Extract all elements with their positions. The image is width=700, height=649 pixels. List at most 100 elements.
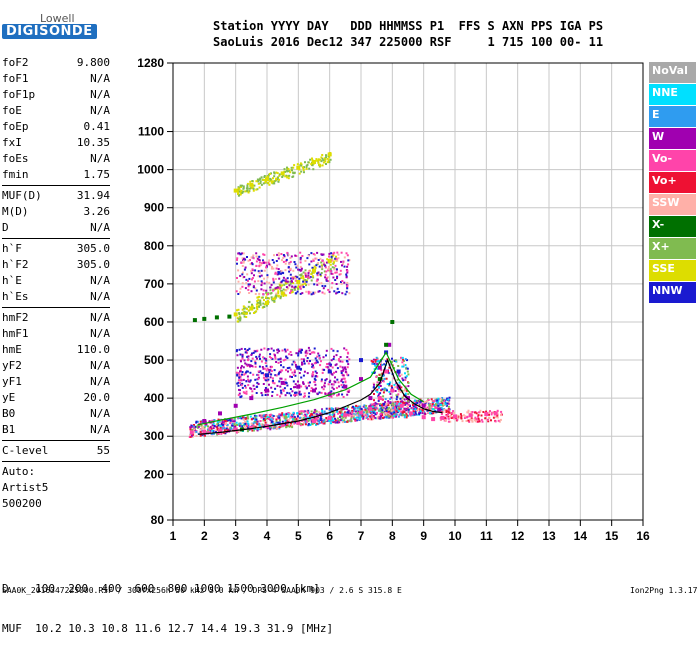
echo-speck bbox=[245, 282, 248, 285]
echo-speck bbox=[389, 381, 392, 384]
echo-speck bbox=[246, 424, 248, 427]
echo-speck bbox=[256, 308, 259, 311]
echo-speck bbox=[312, 259, 315, 262]
echo-speck bbox=[376, 358, 379, 361]
echo-speck bbox=[290, 394, 292, 397]
echo-speck bbox=[369, 415, 371, 418]
echo-speck bbox=[309, 291, 312, 294]
echo-speck bbox=[281, 176, 284, 178]
legend-item-nne: NNE bbox=[649, 84, 696, 105]
echo-speck bbox=[286, 357, 289, 360]
echo-speck bbox=[248, 190, 251, 193]
echo-speck bbox=[289, 257, 292, 259]
echo-speck bbox=[276, 393, 279, 396]
echo-speck bbox=[290, 255, 293, 258]
echo-speck bbox=[376, 391, 379, 394]
echo-speck bbox=[249, 283, 252, 286]
echo-speck bbox=[398, 381, 401, 384]
echo-speck bbox=[346, 356, 349, 359]
echo-speck bbox=[275, 415, 278, 418]
echo-speck bbox=[285, 369, 287, 372]
echo-speck bbox=[396, 401, 399, 404]
echo-speck bbox=[378, 408, 381, 411]
echo-speck bbox=[333, 415, 336, 418]
echo-speck bbox=[332, 393, 335, 396]
echo-speck bbox=[272, 267, 275, 270]
echo-speck bbox=[336, 410, 339, 413]
echo-speck bbox=[325, 279, 328, 282]
echo-speck bbox=[316, 272, 319, 275]
echo-speck bbox=[262, 376, 265, 379]
echo-speck bbox=[268, 383, 270, 386]
echo-speck bbox=[269, 286, 272, 289]
echo-speck bbox=[190, 434, 193, 437]
echo-speck bbox=[332, 262, 335, 265]
echo-speck bbox=[314, 357, 317, 360]
echo-speck bbox=[272, 422, 275, 425]
echo-speck bbox=[437, 400, 440, 403]
echo-speck bbox=[325, 354, 327, 357]
param-name: M(D) bbox=[2, 205, 29, 218]
echo-speck bbox=[203, 434, 206, 437]
echo-speck bbox=[315, 264, 318, 267]
echo-speck bbox=[259, 370, 262, 373]
echo-speck bbox=[288, 263, 291, 266]
echo-speck bbox=[374, 408, 377, 411]
echo-speck bbox=[381, 363, 384, 366]
echo-speck bbox=[262, 419, 265, 422]
echo-speck bbox=[359, 405, 361, 408]
echo-speck bbox=[300, 273, 303, 276]
echo-speck bbox=[401, 389, 404, 392]
echo-speck bbox=[348, 292, 351, 295]
echo-speck bbox=[318, 357, 321, 360]
param-name: MUF(D) bbox=[2, 189, 42, 202]
echo-speck bbox=[201, 427, 204, 430]
echo-speck bbox=[403, 407, 406, 410]
echo-speck bbox=[235, 371, 238, 374]
echo-speck bbox=[251, 186, 254, 189]
echo-speck bbox=[278, 271, 281, 274]
echo-speck bbox=[386, 416, 389, 419]
echo-speck bbox=[319, 419, 322, 421]
echo-speck bbox=[289, 171, 292, 174]
point-nnw bbox=[327, 369, 332, 374]
echo-speck bbox=[387, 415, 390, 418]
echo-speck bbox=[259, 275, 261, 278]
echo-speck bbox=[246, 184, 249, 187]
echo-speck bbox=[307, 283, 310, 286]
echo-speck bbox=[209, 430, 212, 432]
echo-speck bbox=[296, 286, 299, 289]
echo-speck bbox=[241, 282, 244, 285]
echo-speck bbox=[441, 402, 444, 405]
echo-speck bbox=[262, 383, 265, 385]
echo-speck bbox=[310, 387, 313, 390]
echo-speck bbox=[306, 275, 309, 278]
param-value: N/A bbox=[90, 290, 110, 303]
echo-speck bbox=[331, 259, 334, 262]
echo-speck bbox=[237, 416, 240, 419]
echo-speck bbox=[475, 412, 478, 415]
echo-speck bbox=[201, 429, 203, 432]
echo-speck bbox=[318, 391, 321, 394]
echo-speck bbox=[236, 277, 238, 279]
echo-speck bbox=[251, 352, 253, 355]
echo-speck bbox=[280, 270, 283, 273]
echo-speck bbox=[286, 422, 289, 425]
echo-speck bbox=[398, 375, 401, 377]
echo-speck bbox=[266, 348, 269, 351]
echo-speck bbox=[268, 259, 271, 262]
echo-speck bbox=[386, 408, 389, 411]
echo-speck bbox=[281, 259, 283, 262]
echo-speck bbox=[446, 398, 449, 401]
echo-speck bbox=[368, 418, 371, 421]
echo-speck bbox=[269, 178, 272, 181]
echo-speck bbox=[340, 378, 343, 381]
echo-speck bbox=[300, 277, 303, 279]
point-vominus bbox=[390, 388, 395, 393]
echo-speck bbox=[405, 401, 408, 404]
echo-speck bbox=[251, 277, 254, 279]
echo-speck bbox=[412, 404, 414, 406]
echo-speck bbox=[402, 358, 404, 361]
echo-speck bbox=[381, 378, 384, 380]
echo-speck bbox=[247, 384, 250, 387]
